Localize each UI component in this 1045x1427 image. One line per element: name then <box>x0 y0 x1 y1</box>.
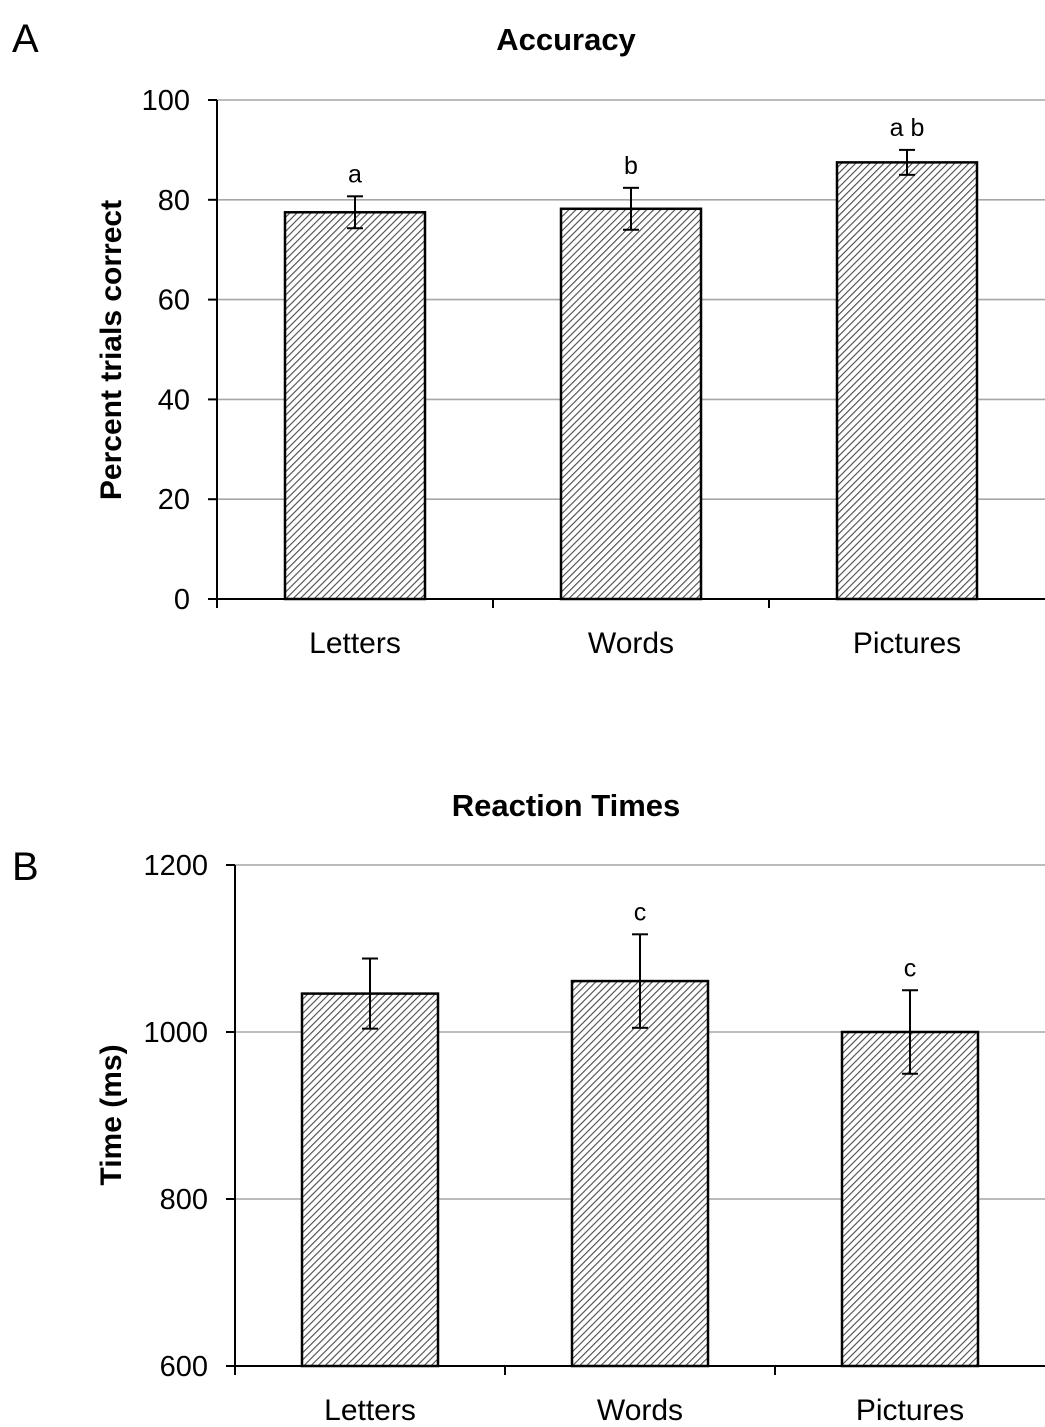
error-bar-words <box>623 186 639 231</box>
category-labels: Letters Words Pictures <box>309 627 961 660</box>
y-tick-label: 800 <box>160 1184 208 1216</box>
category-labels: Letters Words Pictures <box>324 1394 964 1427</box>
significance-label: c <box>634 898 647 926</box>
error-bar-pictures <box>899 148 915 176</box>
y-tick-labels: 0 20 40 60 80 100 <box>142 85 190 616</box>
error-bar-words <box>632 933 648 1029</box>
significance-label: a <box>348 160 362 188</box>
panel-label-b: B <box>12 845 39 889</box>
error-bars <box>362 933 918 1075</box>
y-tick-label: 1200 <box>143 850 208 882</box>
axes <box>226 864 1045 1375</box>
chart-panel-accuracy: A Accuracy Percent trials correct a ba b … <box>12 17 1045 660</box>
y-tick-label: 600 <box>160 1351 208 1383</box>
chart-title-accuracy: Accuracy <box>496 22 636 57</box>
error-bar-pictures <box>902 989 918 1075</box>
error-bars <box>347 148 915 231</box>
x-tick-label-pictures: Pictures <box>853 627 961 660</box>
panel-label-a: A <box>12 17 39 61</box>
bar-letters <box>300 992 440 1368</box>
significance-label: c <box>904 954 917 982</box>
x-tick-label-letters: Letters <box>309 627 401 660</box>
x-tick-label-words: Words <box>597 1394 683 1427</box>
y-tick-label: 80 <box>158 185 190 217</box>
significance-labels: a b a b <box>348 114 924 188</box>
x-tick-label-pictures: Pictures <box>856 1394 964 1427</box>
axes <box>208 99 1045 608</box>
y-tick-label: 100 <box>142 85 190 117</box>
chart-panel-reaction-times: B Reaction Times Time (ms) cc 6008001000… <box>12 788 1045 1427</box>
bar-words <box>559 207 703 601</box>
y-tick-label: 60 <box>158 285 190 317</box>
significance-label: a b <box>890 114 925 142</box>
bar-words <box>570 979 710 1368</box>
y-tick-label: 20 <box>158 484 190 516</box>
significance-labels: cc <box>634 898 917 982</box>
chart-title-reaction-times: Reaction Times <box>452 788 681 823</box>
y-tick-labels: 600 800 1000 1200 <box>143 850 208 1383</box>
bar-pictures <box>840 1030 980 1368</box>
error-bar-letters <box>347 195 363 230</box>
error-bar-letters <box>362 957 378 1030</box>
bars <box>300 979 980 1368</box>
y-tick-label: 40 <box>158 384 190 416</box>
y-tick-label: 0 <box>174 584 190 616</box>
x-tick-label-letters: Letters <box>324 1394 416 1427</box>
y-axis-label-reaction-times: Time (ms) <box>95 1044 128 1185</box>
y-tick-label: 1000 <box>143 1017 208 1049</box>
y-axis-label-accuracy: Percent trials correct <box>95 200 128 500</box>
x-tick-label-words: Words <box>588 627 674 660</box>
bar-pictures <box>835 161 979 601</box>
bars <box>283 161 979 601</box>
significance-label: b <box>624 152 638 180</box>
bar-letters <box>283 211 427 601</box>
